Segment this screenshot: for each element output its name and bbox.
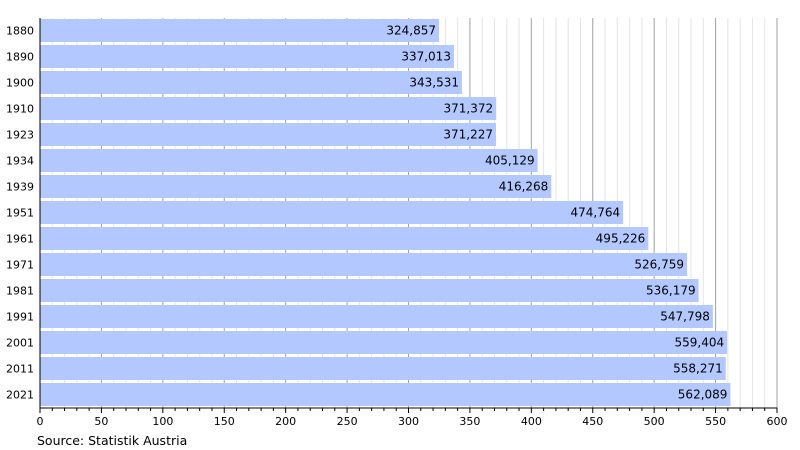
x-tick-label: 600 bbox=[767, 415, 788, 428]
bar-1971 bbox=[40, 253, 688, 276]
x-tick-label: 300 bbox=[398, 415, 419, 428]
data-label: 547,798 bbox=[660, 310, 710, 324]
category-label: 1900 bbox=[6, 77, 34, 90]
source-note: Source: Statistik Austria bbox=[37, 433, 187, 448]
data-label: 371,227 bbox=[443, 128, 493, 142]
data-label: 474,764 bbox=[571, 206, 621, 220]
bar-1934 bbox=[40, 149, 538, 172]
data-label: 337,013 bbox=[401, 50, 451, 64]
category-label: 1934 bbox=[6, 155, 34, 168]
x-tick-label: 550 bbox=[705, 415, 726, 428]
bar-1939 bbox=[40, 175, 552, 198]
category-label: 1939 bbox=[6, 181, 34, 194]
bar-2021 bbox=[40, 383, 731, 406]
category-label: 1991 bbox=[6, 311, 34, 324]
data-label: 371,372 bbox=[444, 102, 494, 116]
bar-1910 bbox=[40, 97, 497, 120]
x-tick-label: 500 bbox=[644, 415, 665, 428]
data-label: 416,268 bbox=[499, 180, 549, 194]
category-label: 1880 bbox=[6, 25, 34, 38]
bar-1951 bbox=[40, 201, 624, 224]
data-label: 536,179 bbox=[646, 284, 696, 298]
category-label: 1971 bbox=[6, 259, 34, 272]
data-label: 405,129 bbox=[485, 154, 535, 168]
x-tick-label: 0 bbox=[37, 415, 44, 428]
data-label: 495,226 bbox=[596, 232, 646, 246]
data-label: 559,404 bbox=[675, 336, 725, 350]
data-label: 562,089 bbox=[678, 388, 728, 402]
bar-2011 bbox=[40, 357, 726, 380]
data-label: 558,271 bbox=[673, 362, 723, 376]
x-tick-label: 450 bbox=[582, 415, 603, 428]
bar-1900 bbox=[40, 71, 462, 94]
bar-2001 bbox=[40, 331, 728, 354]
bar-1890 bbox=[40, 45, 454, 68]
bar-1991 bbox=[40, 305, 713, 328]
data-label: 343,531 bbox=[409, 76, 459, 90]
category-label: 2001 bbox=[6, 337, 34, 350]
category-label: 1961 bbox=[6, 233, 34, 246]
category-label: 1981 bbox=[6, 285, 34, 298]
x-tick-label: 100 bbox=[152, 415, 173, 428]
category-label: 1923 bbox=[6, 129, 34, 142]
category-label: 2011 bbox=[6, 363, 34, 376]
bar-1880 bbox=[40, 19, 440, 42]
category-label: 1951 bbox=[6, 207, 34, 220]
x-axis: 0 50 100 150 200 250 300 350 400 450 500 550 600 bbox=[37, 18, 788, 428]
bar-1961 bbox=[40, 227, 649, 250]
x-tick-label: 50 bbox=[94, 415, 108, 428]
category-label: 1890 bbox=[6, 51, 34, 64]
x-tick-label: 150 bbox=[214, 415, 235, 428]
category-label: 2021 bbox=[6, 389, 34, 402]
bars: 1880 324,857 1890 337,013 1900 343,531 1910 371… bbox=[6, 19, 731, 406]
data-label: 526,759 bbox=[634, 258, 684, 272]
x-tick-label: 200 bbox=[275, 415, 296, 428]
category-label: 1910 bbox=[6, 103, 34, 116]
x-tick-label: 250 bbox=[337, 415, 358, 428]
data-label: 324,857 bbox=[386, 24, 436, 38]
x-tick-label: 350 bbox=[459, 415, 480, 428]
bar-1981 bbox=[40, 279, 699, 302]
x-tick-label: 400 bbox=[521, 415, 542, 428]
bar-1923 bbox=[40, 123, 496, 146]
